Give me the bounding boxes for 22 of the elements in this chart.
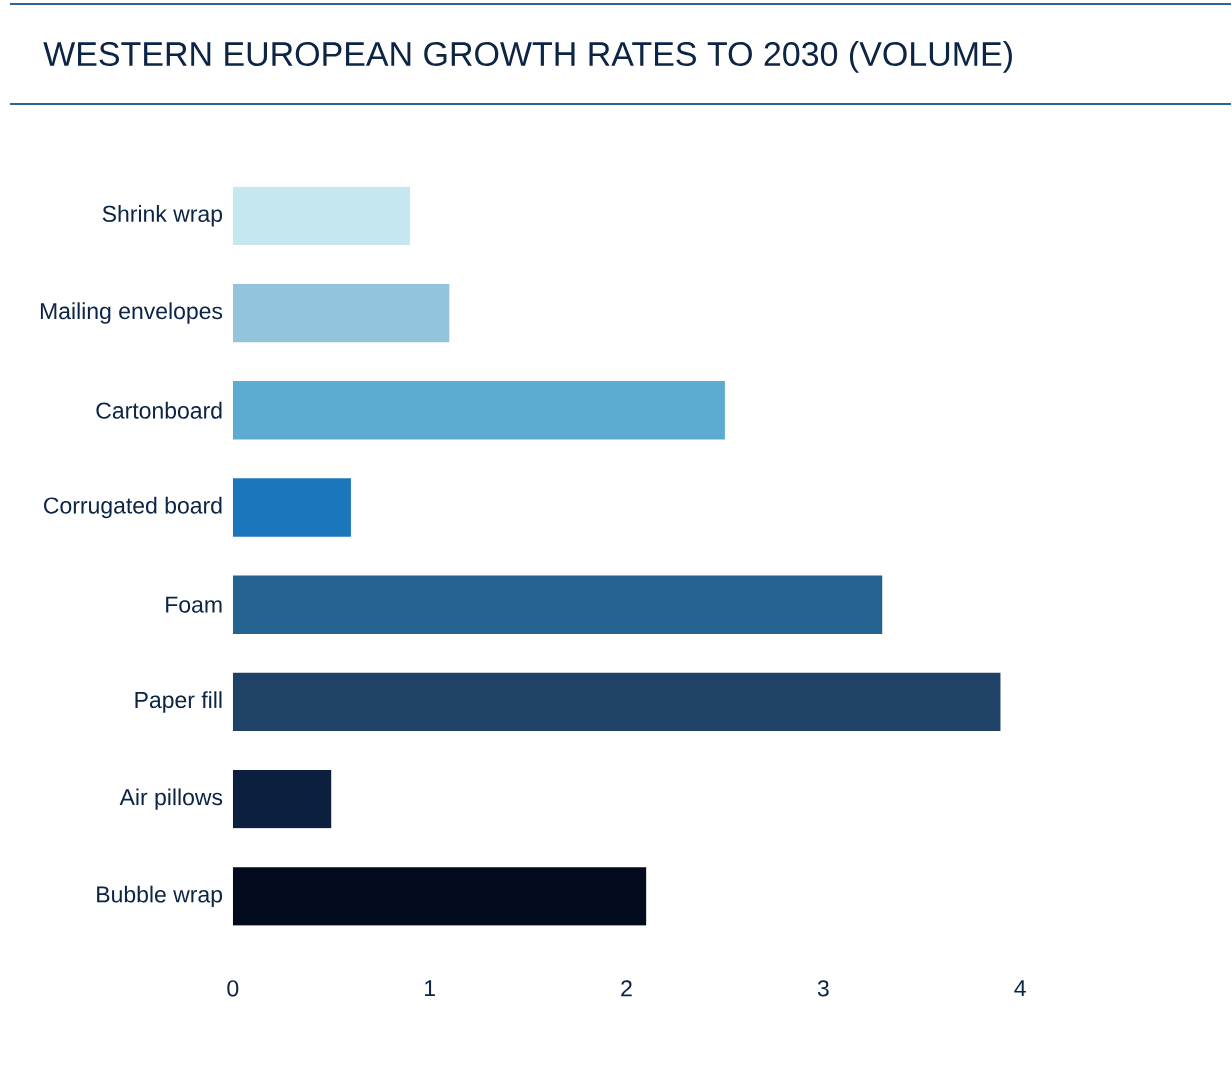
y-tick-label: Corrugated board bbox=[44, 496, 222, 519]
y-tick-label: Foam bbox=[166, 596, 222, 613]
chart-title: WESTERN EUROPEAN GROWTH RATES TO 2030 (VOLUME) bbox=[43, 41, 1012, 73]
y-tick-label: Air pillows bbox=[119, 788, 223, 810]
y-tick-label: Cartonboard bbox=[96, 401, 222, 419]
y-tick-label: Shrink wrap bbox=[102, 205, 223, 227]
bar bbox=[232, 867, 647, 926]
bar bbox=[232, 478, 351, 537]
bar bbox=[232, 283, 450, 343]
y-tick-label: Bubble wrap bbox=[97, 885, 223, 908]
bar bbox=[232, 769, 332, 829]
x-tick-label: 4 bbox=[1014, 980, 1026, 996]
y-tick-label: Paper fill bbox=[135, 691, 222, 713]
x-tick-label: 1 bbox=[425, 980, 435, 996]
bar bbox=[232, 672, 1001, 732]
bar bbox=[232, 575, 883, 634]
x-tick-label: 2 bbox=[621, 980, 632, 997]
x-tick-label: 0 bbox=[227, 980, 239, 997]
y-tick-label: Mailing envelopes bbox=[40, 302, 223, 324]
bar bbox=[232, 381, 725, 440]
x-tick-label: 3 bbox=[817, 980, 829, 997]
bar bbox=[232, 186, 410, 245]
